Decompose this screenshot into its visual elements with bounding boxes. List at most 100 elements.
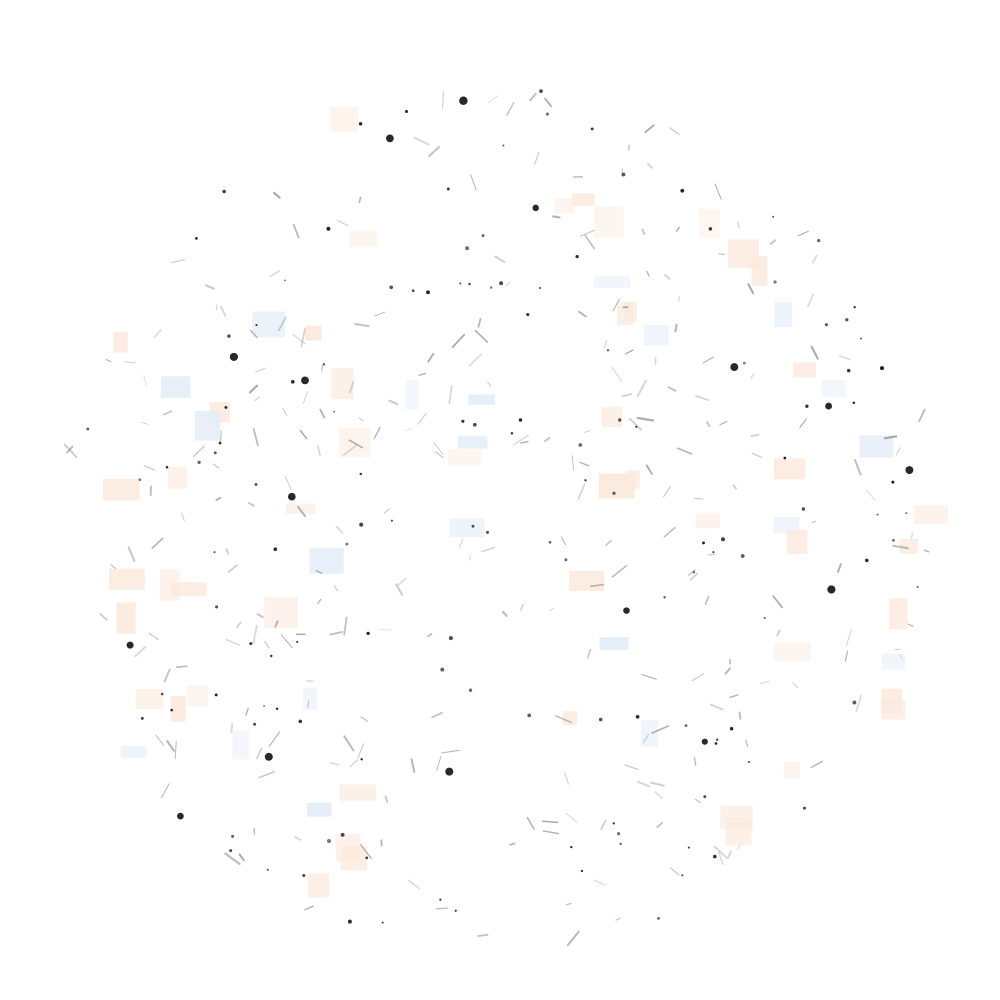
dot (327, 839, 331, 843)
streak (663, 273, 671, 280)
dot (381, 921, 384, 924)
streak (526, 816, 535, 830)
streak (732, 484, 738, 490)
streak (810, 345, 819, 360)
streak (798, 230, 809, 237)
streak (654, 791, 663, 799)
streak (645, 464, 653, 475)
streak (488, 95, 499, 103)
streak (357, 743, 365, 759)
dot (853, 306, 856, 309)
streak (590, 583, 605, 588)
dot (390, 519, 393, 522)
dot (255, 324, 258, 327)
streak (225, 548, 230, 555)
dot (213, 551, 216, 554)
tint-patch (859, 435, 894, 458)
tint-patch (593, 276, 631, 288)
dot (273, 547, 278, 552)
dot (197, 460, 201, 464)
dot (580, 869, 584, 873)
streak (675, 226, 681, 232)
streak (605, 539, 612, 546)
streak (895, 447, 901, 456)
streak (264, 640, 270, 649)
dot (359, 472, 363, 476)
streak (284, 475, 292, 491)
streak (646, 162, 654, 169)
streak (560, 536, 567, 546)
dot (773, 280, 777, 284)
tint-patch (170, 582, 207, 597)
dot (702, 541, 705, 545)
streak (219, 305, 227, 318)
dot (612, 491, 616, 495)
streak (148, 632, 159, 640)
dot (575, 254, 579, 259)
streak (245, 707, 249, 716)
dot (231, 834, 235, 838)
streak (171, 259, 186, 264)
streak (544, 437, 551, 442)
streak (667, 386, 677, 392)
streak (866, 489, 876, 501)
streak (750, 373, 755, 379)
streak (674, 323, 678, 333)
streak (225, 639, 241, 646)
streak (436, 756, 442, 771)
dot (701, 738, 708, 745)
dark-dots (86, 89, 919, 924)
streak (737, 221, 740, 229)
streak (212, 463, 220, 469)
streak (615, 917, 621, 921)
dot (333, 410, 336, 413)
streak (707, 553, 716, 556)
streak (110, 564, 117, 570)
streak (124, 361, 136, 364)
dot (684, 724, 688, 727)
dot (783, 456, 787, 460)
dot (538, 287, 541, 289)
dot (532, 204, 539, 212)
dot (619, 842, 622, 846)
dot (214, 693, 218, 697)
dot (621, 172, 626, 177)
streak (702, 356, 714, 364)
dot (606, 349, 610, 352)
tint-patch (616, 301, 634, 326)
streak (427, 633, 433, 637)
dot (86, 427, 90, 431)
streak (610, 366, 622, 382)
streak (612, 298, 620, 312)
streak (892, 544, 909, 550)
streak (433, 442, 444, 455)
tint-patch (641, 720, 658, 747)
streak (360, 844, 372, 859)
streak (670, 867, 680, 876)
dot (845, 318, 849, 322)
streak (294, 836, 302, 841)
dot (386, 134, 394, 143)
streak (586, 648, 592, 659)
streak (321, 364, 324, 372)
streak (302, 391, 309, 404)
streak (292, 333, 307, 345)
dot (656, 916, 661, 920)
streak (398, 577, 407, 586)
streak (459, 538, 464, 548)
dot (801, 507, 806, 511)
dot (578, 443, 583, 447)
streak (769, 239, 777, 245)
dot (275, 707, 279, 711)
streak (855, 694, 862, 712)
tint-patch (330, 106, 359, 132)
tint-patch (309, 547, 344, 574)
dot (440, 667, 445, 672)
streak (253, 827, 256, 835)
streak (317, 444, 321, 457)
dot (471, 524, 475, 528)
tint-patch (135, 689, 164, 710)
dot (623, 607, 630, 614)
